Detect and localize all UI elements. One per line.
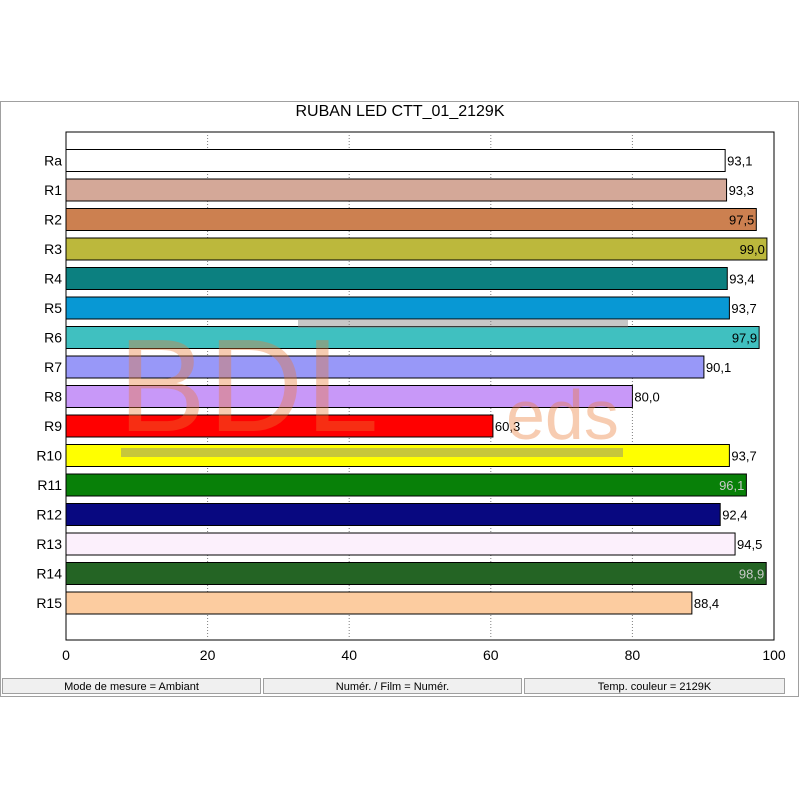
x-tick-label: 80 — [625, 647, 641, 663]
bar-value-label: 98,9 — [739, 567, 764, 582]
x-tick-label: 40 — [341, 647, 357, 663]
bar — [65, 237, 768, 261]
bar — [65, 591, 693, 615]
bar — [65, 149, 726, 172]
y-category-label: R13 — [36, 536, 62, 552]
y-category-label: R14 — [36, 566, 62, 582]
bar — [65, 326, 760, 349]
bar-value-label: 93,1 — [727, 154, 752, 169]
bar — [65, 532, 736, 556]
bar-value-label: 93,7 — [731, 449, 756, 464]
status-bar: Mode de mesure = Ambiant Numér. / Film =… — [0, 678, 800, 696]
y-category-label: R8 — [44, 389, 62, 405]
chart-title: RUBAN LED CTT_01_2129K — [295, 103, 505, 120]
bar — [65, 385, 633, 408]
bar — [65, 208, 757, 231]
bar-value-label: 88,4 — [694, 596, 719, 611]
bar-value-label: 90,1 — [706, 360, 731, 375]
bar — [65, 267, 728, 290]
bar — [65, 178, 728, 202]
y-category-label: R6 — [44, 330, 62, 346]
status-mode: Mode de mesure = Ambiant — [2, 678, 261, 694]
y-category-label: R12 — [36, 507, 62, 523]
bar-value-label: 97,9 — [732, 331, 757, 346]
bar-value-label: 92,4 — [722, 508, 747, 523]
y-category-label: R15 — [36, 595, 62, 611]
bar-value-label: 60,3 — [495, 419, 520, 434]
x-tick-label: 0 — [62, 647, 70, 663]
y-category-label: R2 — [44, 212, 62, 228]
x-tick-label: 20 — [200, 647, 216, 663]
y-category-label: R3 — [44, 241, 62, 257]
y-category-label: R5 — [44, 300, 62, 316]
bar — [65, 296, 730, 320]
y-category-label: Ra — [44, 153, 62, 169]
bar-value-label: 96,1 — [719, 478, 744, 493]
bar — [65, 503, 721, 526]
x-tick-label: 60 — [483, 647, 499, 663]
y-category-label: R1 — [44, 182, 62, 198]
bar-value-label: 80,0 — [634, 390, 659, 405]
bar-value-label: 93,3 — [729, 183, 754, 198]
y-category-label: R10 — [36, 448, 62, 464]
bar — [65, 473, 747, 497]
bar — [65, 414, 494, 438]
bar — [65, 355, 705, 379]
y-category-label: R7 — [44, 359, 62, 375]
y-category-label: R4 — [44, 271, 62, 287]
bar-value-label: 93,4 — [729, 272, 754, 287]
bar — [65, 562, 767, 585]
x-tick-label: 100 — [762, 647, 786, 663]
y-category-label: R9 — [44, 418, 62, 434]
bar-value-label: 99,0 — [740, 242, 765, 257]
status-film: Numér. / Film = Numér. — [263, 678, 522, 694]
bar — [65, 444, 730, 467]
y-category-label: R11 — [37, 477, 62, 493]
bar-value-label: 93,7 — [731, 301, 756, 316]
bar-value-label: 97,5 — [729, 213, 754, 228]
bar-value-label: 94,5 — [737, 537, 762, 552]
status-temp: Temp. couleur = 2129K — [524, 678, 785, 694]
